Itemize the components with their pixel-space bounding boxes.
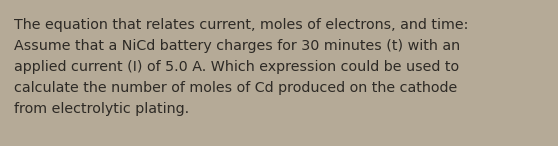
Text: Assume that a NiCd battery charges for 30 minutes (t) with an: Assume that a NiCd battery charges for 3… — [14, 39, 460, 53]
Text: calculate the number of moles of Cd produced on the cathode: calculate the number of moles of Cd prod… — [14, 81, 457, 95]
Text: applied current (I) of 5.0 A. Which expression could be used to: applied current (I) of 5.0 A. Which expr… — [14, 60, 459, 74]
Text: from electrolytic plating.: from electrolytic plating. — [14, 102, 189, 116]
Text: The equation that relates current, moles of electrons, and time:: The equation that relates current, moles… — [14, 18, 468, 32]
